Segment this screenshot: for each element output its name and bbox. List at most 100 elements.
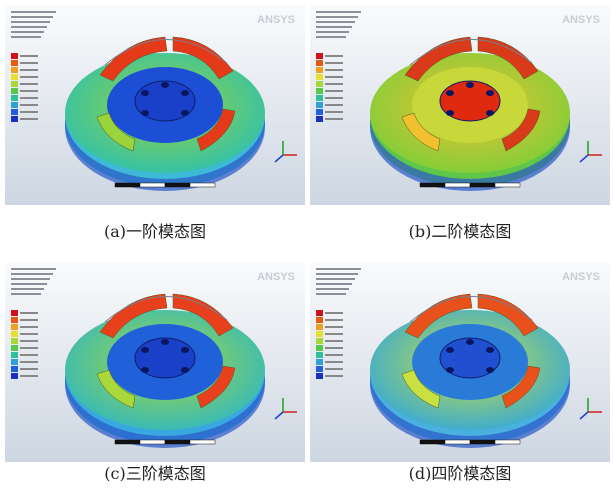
legend-swatch — [11, 60, 18, 66]
legend-swatch — [316, 331, 323, 337]
legend-label — [325, 118, 343, 120]
header-line — [316, 278, 355, 280]
legend-swatch — [11, 359, 18, 365]
legend-label — [20, 83, 38, 85]
hole — [446, 367, 454, 373]
legend-swatch — [316, 95, 323, 101]
scale-bar — [140, 440, 165, 444]
legend-swatch — [316, 53, 323, 59]
legend-swatch — [11, 352, 18, 358]
legend-swatch — [11, 331, 18, 337]
legend-swatch — [11, 338, 18, 344]
hole — [141, 367, 149, 373]
panel-image: ANSYS — [5, 5, 305, 205]
header-line — [316, 26, 352, 28]
legend-label — [20, 319, 38, 321]
hole — [141, 347, 149, 353]
scale-bar — [445, 440, 470, 444]
header-line — [11, 36, 41, 38]
legend-label — [325, 76, 343, 78]
legend-swatch — [11, 310, 18, 316]
legend-swatch — [316, 60, 323, 66]
header-line — [11, 21, 50, 23]
hole — [181, 367, 189, 373]
legend-label — [325, 361, 343, 363]
legend-label — [20, 55, 38, 57]
scale-bar — [140, 183, 165, 187]
hole — [466, 82, 474, 88]
legend-label — [325, 312, 343, 314]
header-line — [11, 293, 41, 295]
legend-label — [20, 118, 38, 120]
header-line — [316, 288, 349, 290]
legend-swatch — [11, 53, 18, 59]
legend-label — [20, 354, 38, 356]
scale-bar — [495, 183, 520, 187]
legend-swatch — [11, 67, 18, 73]
scale-bar — [420, 183, 445, 187]
header-line — [11, 288, 44, 290]
legend-swatch — [316, 81, 323, 87]
legend-swatch — [11, 109, 18, 115]
hole — [446, 110, 454, 116]
scale-bar — [445, 183, 470, 187]
legend-label — [20, 90, 38, 92]
caption: (a)一阶模态图 — [5, 218, 305, 242]
scale-bar — [165, 183, 190, 187]
scale-bar — [190, 183, 215, 187]
legend-label — [325, 62, 343, 64]
legend-swatch — [11, 88, 18, 94]
legend-label — [325, 326, 343, 328]
legend-label — [20, 97, 38, 99]
hole — [181, 90, 189, 96]
legend-swatch — [11, 102, 18, 108]
legend-swatch — [11, 373, 18, 379]
hole — [181, 110, 189, 116]
logo: ANSYS — [257, 271, 295, 283]
legend-label — [325, 368, 343, 370]
header-line — [11, 26, 47, 28]
legend-label — [325, 347, 343, 349]
header-line — [11, 31, 44, 33]
scale-bar — [115, 440, 140, 444]
legend-swatch — [316, 352, 323, 358]
logo: ANSYS — [562, 14, 600, 26]
legend-swatch — [316, 359, 323, 365]
hole — [466, 339, 474, 345]
scale-bar — [470, 183, 495, 187]
legend-swatch — [316, 109, 323, 115]
legend-swatch — [316, 345, 323, 351]
legend-label — [20, 69, 38, 71]
scale-bar — [495, 440, 520, 444]
hole — [446, 90, 454, 96]
logo: ANSYS — [257, 14, 295, 26]
header-line — [316, 293, 346, 295]
legend-label — [325, 104, 343, 106]
legend-swatch — [316, 102, 323, 108]
header-line — [11, 283, 47, 285]
legend-label — [325, 340, 343, 342]
legend-label — [20, 347, 38, 349]
legend-swatch — [316, 116, 323, 122]
panel-image: ANSYS — [310, 5, 610, 205]
caption: (d)四阶模态图 — [310, 460, 610, 484]
legend-label — [20, 368, 38, 370]
scale-bar — [165, 440, 190, 444]
scale-bar — [190, 440, 215, 444]
legend-label — [325, 319, 343, 321]
header-line — [316, 36, 346, 38]
legend-label — [325, 97, 343, 99]
legend-label — [325, 111, 343, 113]
legend-label — [325, 83, 343, 85]
hole — [486, 367, 494, 373]
legend-label — [20, 104, 38, 106]
legend-label — [20, 326, 38, 328]
header-line — [11, 16, 53, 18]
hole — [181, 347, 189, 353]
legend-label — [325, 55, 343, 57]
legend-label — [20, 62, 38, 64]
header-line — [316, 21, 355, 23]
legend-label — [20, 340, 38, 342]
panel-image: ANSYS — [5, 262, 305, 462]
header-line — [11, 278, 50, 280]
